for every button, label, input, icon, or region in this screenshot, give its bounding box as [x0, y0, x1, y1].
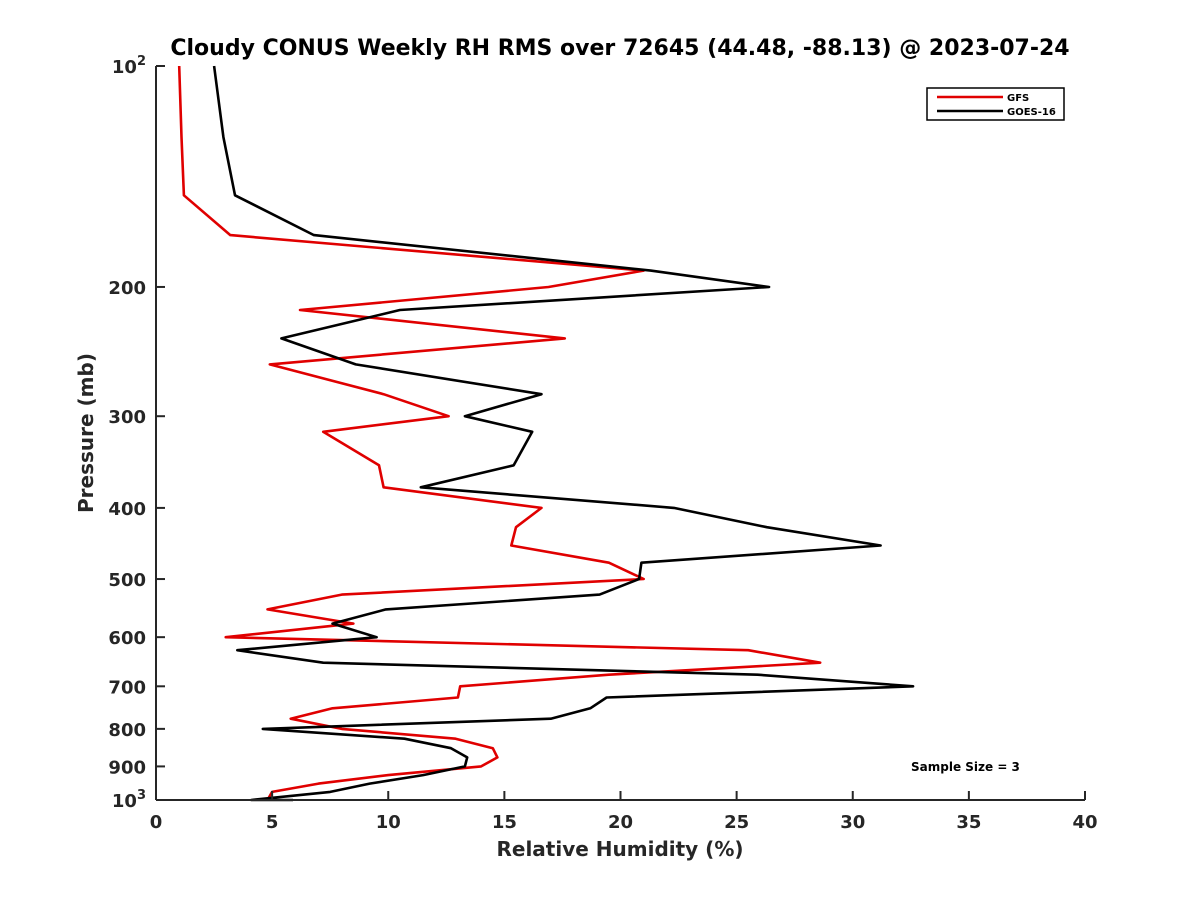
y-tick-label: 200 — [108, 278, 146, 299]
y-tick-label: 500 — [108, 570, 146, 591]
legend-label-gfs: GFS — [1007, 93, 1029, 104]
legend: GFS GOES-16 — [926, 87, 1065, 121]
x-tick-label: 25 — [724, 812, 749, 833]
x-tick-label: 5 — [266, 812, 279, 833]
chart-title: Cloudy CONUS Weekly RH RMS over 72645 (4… — [170, 36, 1069, 61]
legend-box — [926, 87, 1065, 121]
series-layer — [177, 65, 915, 802]
x-tick-label: 40 — [1072, 812, 1097, 833]
x-axis-label: Relative Humidity (%) — [496, 837, 743, 861]
x-tick-label: 0 — [150, 812, 163, 833]
sample-size-annotation: Sample Size = 3 — [911, 760, 1020, 774]
y-ticks: 102 200 300 400 500 600 700 800 900 103 — [108, 54, 165, 812]
y-tick-label: 400 — [108, 499, 146, 520]
series-line-goes16 — [212, 65, 915, 802]
x-tick-label: 10 — [376, 812, 401, 833]
y-tick-label: 103 — [112, 788, 146, 812]
legend-label-goes16: GOES-16 — [1007, 107, 1056, 118]
plot-area: 0 5 10 15 20 25 30 35 40 102 200 300 400 500 600 700 80… — [108, 54, 1097, 833]
x-ticks: 0 5 10 15 20 25 30 35 40 — [150, 791, 1098, 833]
y-tick-label: 700 — [108, 677, 146, 698]
series-line-gfs — [177, 65, 822, 801]
x-tick-label: 35 — [956, 812, 981, 833]
y-tick-label: 300 — [108, 407, 146, 428]
y-tick-label: 102 — [112, 54, 146, 78]
x-tick-label: 30 — [840, 812, 865, 833]
x-tick-label: 15 — [492, 812, 517, 833]
y-tick-label: 600 — [108, 628, 146, 649]
y-tick-label: 800 — [108, 720, 146, 741]
x-tick-label: 20 — [608, 812, 633, 833]
y-tick-label: 900 — [108, 757, 146, 778]
y-axis-label: Pressure (mb) — [74, 353, 98, 513]
